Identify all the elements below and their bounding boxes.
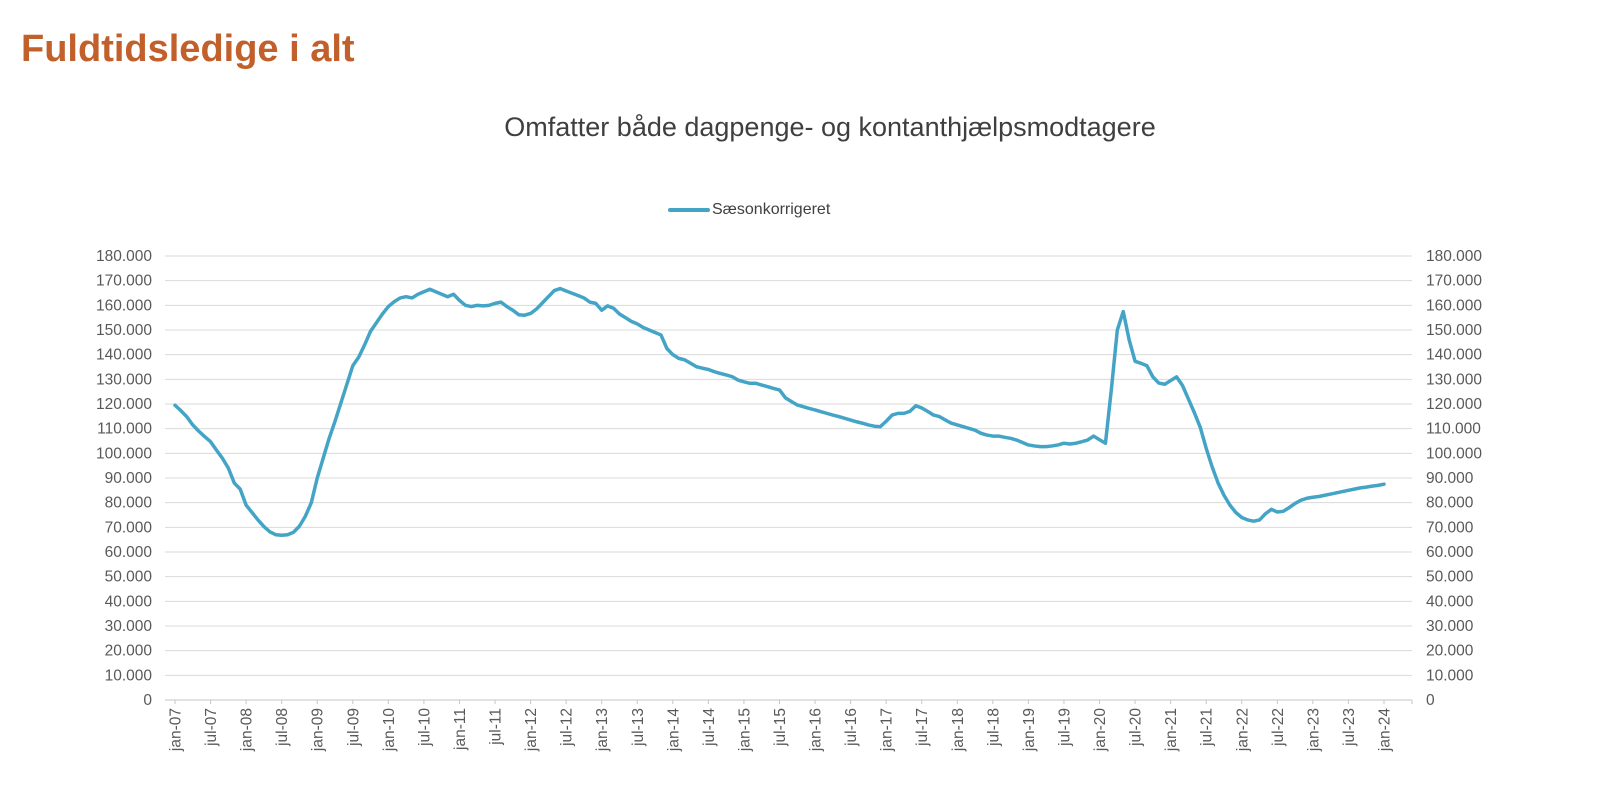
x-axis-label: jul-18 bbox=[985, 708, 1002, 747]
series-line-saesonkorrigeret bbox=[173, 286, 1386, 537]
y-axis-label-left: 30.000 bbox=[105, 618, 153, 635]
x-axis-label: jan-08 bbox=[239, 708, 256, 752]
x-axis-label: jan-18 bbox=[950, 708, 967, 752]
y-axis-label-right: 110.000 bbox=[1426, 421, 1481, 438]
legend-line-marker bbox=[668, 208, 710, 212]
y-axis-label-left: 110.000 bbox=[97, 421, 152, 438]
y-axis-label-left: 140.000 bbox=[96, 347, 152, 364]
y-axis-label-left: 170.000 bbox=[96, 273, 152, 290]
x-axis-label: jan-20 bbox=[1092, 708, 1109, 752]
y-axis-label-right: 100.000 bbox=[1426, 445, 1482, 462]
x-axis-label: jan-16 bbox=[808, 708, 825, 752]
x-axis-label: jan-19 bbox=[1021, 708, 1038, 752]
y-axis-label-left: 90.000 bbox=[105, 470, 153, 487]
y-axis-label-left: 180.000 bbox=[96, 248, 152, 265]
y-axis-label-left: 50.000 bbox=[105, 569, 153, 586]
chart-subtitle: Omfatter både dagpenge- og kontanthjælps… bbox=[504, 112, 1156, 142]
x-axis-label: jul-14 bbox=[701, 708, 718, 747]
y-axis-label-left: 20.000 bbox=[105, 643, 153, 660]
x-axis-label: jul-16 bbox=[843, 708, 860, 747]
y-axis-label-left: 60.000 bbox=[105, 544, 153, 561]
x-axis-label: jan-22 bbox=[1234, 708, 1251, 752]
y-axis-label-right: 70.000 bbox=[1426, 519, 1474, 536]
x-axis-label: jan-15 bbox=[736, 708, 753, 752]
x-axis-label: jan-12 bbox=[523, 708, 540, 752]
x-axis-label: jan-24 bbox=[1377, 708, 1394, 752]
y-axis-label-right: 120.000 bbox=[1426, 396, 1482, 413]
y-axis-label-right: 160.000 bbox=[1426, 297, 1482, 314]
y-axis-label-left: 70.000 bbox=[105, 519, 153, 536]
y-axis-label-right: 170.000 bbox=[1426, 273, 1482, 290]
x-axis-label: jul-11 bbox=[488, 708, 505, 746]
y-axis-label-right: 180.000 bbox=[1426, 248, 1482, 265]
x-axis-label: jan-21 bbox=[1163, 708, 1180, 752]
y-axis-label-left: 80.000 bbox=[105, 495, 153, 512]
x-axis-label: jan-10 bbox=[381, 708, 398, 752]
x-axis-label: jan-11 bbox=[452, 708, 469, 751]
y-axis-label-left: 10.000 bbox=[105, 667, 153, 684]
x-axis-label: jul-07 bbox=[203, 708, 220, 747]
x-axis-label: jul-09 bbox=[345, 708, 362, 747]
x-axis-label: jul-08 bbox=[274, 708, 291, 747]
x-axis-label: jul-17 bbox=[914, 708, 931, 747]
x-axis-label: jul-23 bbox=[1341, 708, 1358, 747]
y-axis-label-right: 130.000 bbox=[1426, 371, 1482, 388]
y-axis-label-left: 160.000 bbox=[96, 297, 152, 314]
y-axis-label-left: 40.000 bbox=[105, 593, 153, 610]
x-axis-label: jan-13 bbox=[594, 708, 611, 752]
y-axis-label-left: 130.000 bbox=[96, 371, 152, 388]
y-axis-label-right: 140.000 bbox=[1426, 347, 1482, 364]
y-axis-label-right: 60.000 bbox=[1426, 544, 1474, 561]
y-axis-label-right: 40.000 bbox=[1426, 593, 1474, 610]
y-axis-label-right: 0 bbox=[1426, 692, 1435, 709]
y-axis-label-left: 150.000 bbox=[96, 322, 152, 339]
x-axis-label: jul-10 bbox=[416, 708, 433, 747]
x-axis-label: jul-20 bbox=[1128, 708, 1145, 747]
y-axis-label-right: 80.000 bbox=[1426, 495, 1474, 512]
y-axis-label-right: 30.000 bbox=[1426, 618, 1474, 635]
legend: Sæsonkorrigeret bbox=[668, 201, 830, 219]
x-axis-label: jan-09 bbox=[310, 708, 327, 752]
legend-label: Sæsonkorrigeret bbox=[712, 201, 831, 218]
y-axis-label-right: 20.000 bbox=[1426, 643, 1474, 660]
x-axis-label: jul-22 bbox=[1270, 708, 1287, 747]
y-axis-label-right: 150.000 bbox=[1426, 322, 1482, 339]
x-axis-label: jul-21 bbox=[1199, 708, 1216, 747]
x-axis-label: jan-14 bbox=[665, 708, 682, 752]
page-title: Fuldtidsledige i alt bbox=[21, 28, 355, 70]
x-axis-label: jul-15 bbox=[772, 708, 789, 747]
y-axis-label-left: 120.000 bbox=[96, 396, 152, 413]
y-axis-label-right: 10.000 bbox=[1426, 667, 1474, 684]
y-axis-label-left: 0 bbox=[143, 692, 152, 709]
x-axis-label: jul-19 bbox=[1056, 708, 1073, 747]
y-axis-label-right: 50.000 bbox=[1426, 569, 1474, 586]
y-axis-label-left: 100.000 bbox=[96, 445, 152, 462]
x-axis-label: jan-07 bbox=[168, 708, 185, 752]
x-axis-label: jan-23 bbox=[1305, 708, 1322, 752]
x-axis-label: jul-12 bbox=[559, 708, 576, 747]
y-axis-label-right: 90.000 bbox=[1426, 470, 1474, 487]
x-axis-label: jan-17 bbox=[879, 708, 896, 752]
x-axis-label: jul-13 bbox=[630, 708, 647, 747]
